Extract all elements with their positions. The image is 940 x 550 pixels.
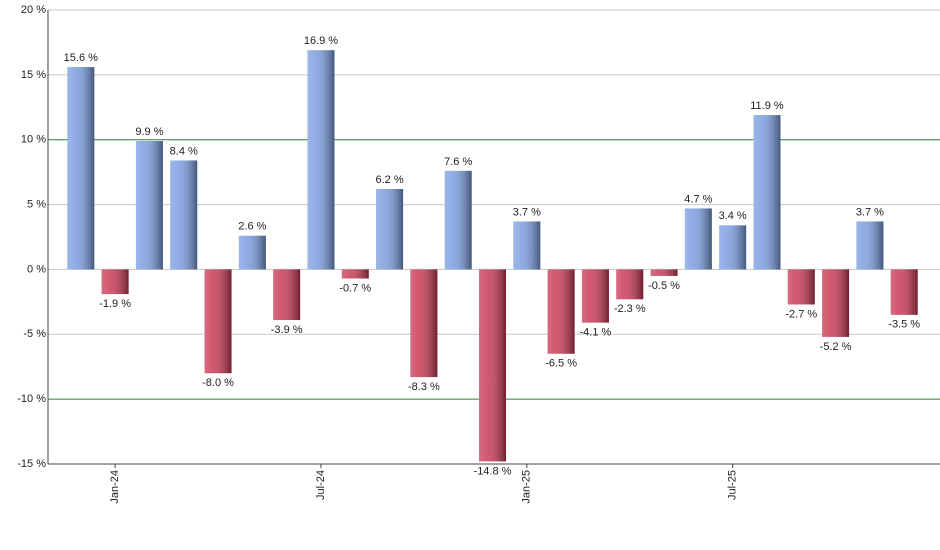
bar-shade	[753, 115, 781, 270]
x-tick-label: Jul-24	[315, 470, 327, 500]
value-label: 11.9 %	[750, 100, 784, 112]
value-label: 16.9 %	[304, 35, 338, 47]
bar-shade	[101, 269, 129, 295]
bar-shade	[307, 50, 335, 270]
value-label: -2.3 %	[614, 303, 646, 315]
value-label: -1.9 %	[99, 298, 131, 310]
value-label: -8.0 %	[202, 377, 234, 389]
bar-shade	[581, 269, 609, 323]
value-label: -14.8 %	[474, 465, 512, 477]
bar-shade	[135, 141, 163, 270]
bar-shade	[170, 160, 198, 270]
x-tick-label: Jan-25	[521, 470, 533, 504]
value-label: -4.1 %	[580, 327, 612, 339]
value-label: 6.2 %	[376, 174, 404, 186]
value-label: 3.7 %	[513, 206, 541, 218]
y-tick-label: -5 %	[23, 328, 46, 340]
y-tick-label: 5 %	[27, 198, 46, 210]
bar-shade	[547, 269, 575, 354]
bar-shade	[376, 189, 404, 270]
bar-shade	[238, 235, 266, 270]
value-label: 15.6 %	[64, 52, 98, 64]
y-tick-label: 10 %	[21, 134, 46, 146]
value-label: -3.9 %	[271, 324, 303, 336]
value-label: -0.5 %	[648, 280, 680, 292]
bar-shade	[479, 269, 506, 462]
value-label: 2.6 %	[238, 221, 266, 233]
bar-shade	[856, 221, 884, 270]
bar-shade	[444, 170, 472, 270]
bar-shade	[67, 67, 95, 270]
value-label: -0.7 %	[339, 282, 371, 294]
value-label: 4.7 %	[684, 193, 712, 205]
value-label: 9.9 %	[135, 126, 163, 138]
value-label: 7.6 %	[444, 156, 472, 168]
value-label: -6.5 %	[545, 358, 577, 370]
value-label: 8.4 %	[170, 145, 198, 157]
value-label: -3.5 %	[888, 319, 920, 331]
y-tick-label: -15 %	[17, 458, 46, 470]
bar-shade	[616, 269, 644, 300]
x-tick-label: Jul-25	[727, 470, 739, 500]
bar-shade	[273, 269, 301, 321]
value-label: 3.7 %	[856, 206, 884, 218]
bar-shade	[650, 269, 678, 276]
bar-shade	[822, 269, 850, 337]
y-tick-label: 15 %	[21, 69, 46, 81]
bar-shade	[204, 269, 232, 374]
y-tick-label: 0 %	[27, 263, 46, 275]
x-tick-label: Jan-24	[109, 470, 121, 504]
value-label: 3.4 %	[719, 210, 747, 222]
bar-shade	[341, 269, 369, 279]
y-tick-label: -10 %	[17, 393, 46, 405]
value-label: -2.7 %	[785, 308, 817, 320]
bar-shade	[513, 221, 541, 270]
y-tick-label: 20 %	[21, 4, 46, 16]
bar-shade	[719, 225, 747, 270]
bar-shade	[684, 208, 712, 270]
bar-shade	[787, 269, 815, 305]
value-label: -8.3 %	[408, 381, 440, 393]
bar-shade	[410, 269, 438, 378]
bar-shade	[890, 269, 918, 315]
value-label: -5.2 %	[820, 341, 852, 353]
